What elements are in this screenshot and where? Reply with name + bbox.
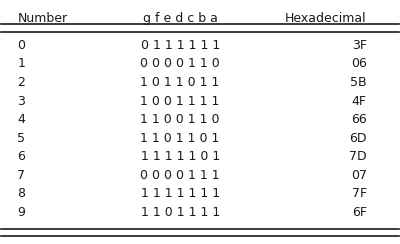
Text: Hexadecimal: Hexadecimal: [285, 12, 367, 25]
Text: 7: 7: [17, 169, 25, 182]
Text: 1 1 0 1 1 0 1: 1 1 0 1 1 0 1: [140, 132, 220, 145]
Text: 3F: 3F: [352, 39, 367, 52]
Text: 0 1 1 1 1 1 1: 0 1 1 1 1 1 1: [140, 39, 220, 52]
Text: Number: Number: [17, 12, 68, 25]
Text: 4: 4: [17, 113, 25, 126]
Text: 2: 2: [17, 76, 25, 89]
Text: 1 1 1 1 1 0 1: 1 1 1 1 1 0 1: [140, 150, 220, 163]
Text: g f e d c b a: g f e d c b a: [143, 12, 218, 25]
Text: 5: 5: [17, 132, 25, 145]
Text: 8: 8: [17, 187, 25, 200]
Text: 1 0 1 1 0 1 1: 1 0 1 1 0 1 1: [140, 76, 220, 89]
Text: 66: 66: [351, 113, 367, 126]
Text: 6F: 6F: [352, 206, 367, 219]
Text: 1 0 0 1 1 1 1: 1 0 0 1 1 1 1: [140, 94, 220, 108]
Text: 0 0 0 0 1 1 1: 0 0 0 0 1 1 1: [140, 169, 220, 182]
Text: 7F: 7F: [352, 187, 367, 200]
Text: 1: 1: [17, 57, 25, 70]
Text: 07: 07: [351, 169, 367, 182]
Text: 4F: 4F: [352, 94, 367, 108]
Text: 5B: 5B: [350, 76, 367, 89]
Text: 0: 0: [17, 39, 25, 52]
Text: 1 1 0 0 1 1 0: 1 1 0 0 1 1 0: [140, 113, 220, 126]
Text: 3: 3: [17, 94, 25, 108]
Text: 1 1 1 1 1 1 1: 1 1 1 1 1 1 1: [140, 187, 220, 200]
Text: 9: 9: [17, 206, 25, 219]
Text: 06: 06: [351, 57, 367, 70]
Text: 7D: 7D: [349, 150, 367, 163]
Text: 1 1 0 1 1 1 1: 1 1 0 1 1 1 1: [140, 206, 220, 219]
Text: 6: 6: [17, 150, 25, 163]
Text: 6D: 6D: [349, 132, 367, 145]
Text: 0 0 0 0 1 1 0: 0 0 0 0 1 1 0: [140, 57, 220, 70]
